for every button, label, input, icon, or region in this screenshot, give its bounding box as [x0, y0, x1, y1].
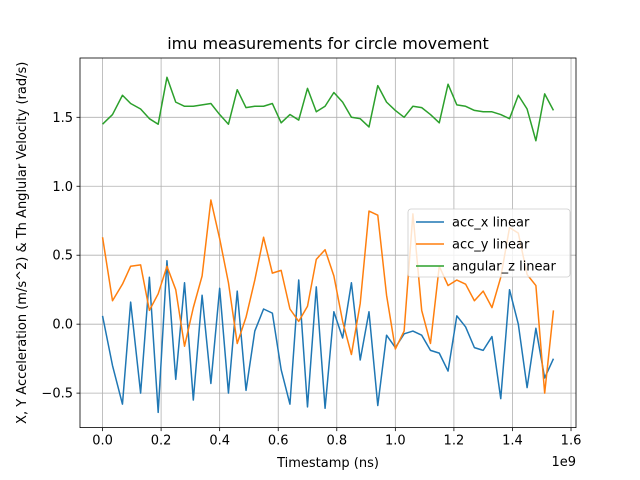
x-axis-offset-label: 1e9 — [551, 455, 576, 470]
x-axis-label: Timestamp (ns) — [276, 456, 379, 471]
series-line-acc-y-linear — [101, 199, 555, 394]
x-tick-label: 0.4 — [209, 434, 230, 449]
x-tick-label: 0.6 — [268, 434, 289, 449]
x-tick-label: 1.4 — [502, 434, 523, 449]
series-lines — [101, 76, 555, 414]
grid — [80, 58, 576, 428]
x-tick-label: 0.2 — [151, 434, 172, 449]
legend-label-acc-x-linear: acc_x linear — [452, 216, 530, 231]
series-line-acc-x-linear — [101, 259, 555, 414]
legend-box — [407, 208, 571, 278]
y-tick-label: −0.5 — [41, 387, 73, 402]
y-tick-label: 0.5 — [52, 249, 73, 264]
chart-title: imu measurements for circle movement — [167, 34, 489, 53]
legend-label-angular-z-linear: angular_z linear — [452, 260, 557, 275]
legend-label-acc-y-linear: acc_y linear — [452, 238, 530, 253]
y-tick-label: 1.0 — [52, 180, 73, 195]
y-axis-label: X, Y Acceleration (m/s^2) & Th Anglular … — [15, 62, 30, 424]
x-tick-label: 0.0 — [92, 434, 113, 449]
x-tick-label: 1.6 — [561, 434, 582, 449]
x-tick-label: 0.8 — [326, 434, 347, 449]
axis-ticks: 0.0 0.2 0.4 0.6 0.8 1.0 1.2 1.4 1.6 −0.5 0.0 0.5 1.0… — [41, 111, 581, 449]
legend: acc_x linear acc_y linear angular_z linear — [407, 208, 571, 278]
x-tick-label: 1.0 — [385, 434, 406, 449]
y-tick-label: 1.5 — [52, 111, 73, 126]
x-tick-label: 1.2 — [444, 434, 465, 449]
y-tick-label: 0.0 — [52, 318, 73, 333]
plot-frame — [79, 57, 577, 429]
series-line-angular-z-linear — [102, 76, 555, 142]
